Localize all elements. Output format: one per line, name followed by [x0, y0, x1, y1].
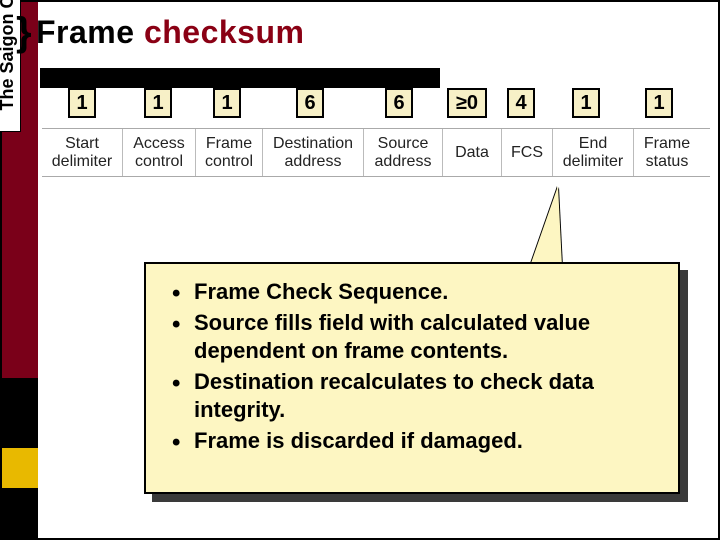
callout-box: Frame Check Sequence.Source fills field … [144, 262, 680, 494]
field-label-cell: End delimiter [557, 129, 629, 176]
column-divider [262, 129, 263, 176]
field-size-cell: 1 [144, 88, 172, 118]
field-size-cell: 1 [572, 88, 600, 118]
frame-field-diagram: 1 1 1 6 6 ≥0 4 1 1 Start delimiterAccess control… [42, 88, 710, 177]
field-label-cell: FCS [506, 129, 548, 176]
label-row: Start delimiterAccess controlFrame contr… [42, 128, 710, 177]
slide: The Saigon CTT } Frame checksum 11166≥04… [0, 0, 720, 540]
field-label-cell: Destination address [267, 129, 359, 176]
column-divider [442, 129, 443, 176]
column-divider [552, 129, 553, 176]
page-title: Frame checksum [36, 14, 304, 51]
title-text: Frame checksum [36, 14, 304, 50]
callout-item: Frame is discarded if damaged. [168, 427, 658, 456]
field-size-cell: 4 [507, 88, 535, 118]
field-size-cell: 1 [68, 88, 96, 118]
size-row: 1 1 1 6 6 ≥0 4 1 1 [42, 88, 710, 118]
callout-item: Frame Check Sequence. [168, 278, 658, 307]
field-label-cell: Source address [368, 129, 438, 176]
brace-icon: } [16, 10, 32, 55]
header-underline [40, 68, 440, 88]
column-divider [363, 129, 364, 176]
callout-list: Frame Check Sequence.Source fills field … [168, 278, 658, 456]
field-label-cell: Frame status [638, 129, 696, 176]
field-label-cell: Frame control [200, 129, 258, 176]
field-size-cell: 6 [385, 88, 413, 118]
column-divider [195, 129, 196, 176]
callout-item: Source fills field with calculated value… [168, 309, 658, 366]
field-size-cell: ≥0 [447, 88, 487, 118]
field-size-cell: 1 [645, 88, 673, 118]
callout-pointer-icon [530, 186, 562, 266]
column-divider [501, 129, 502, 176]
column-divider [122, 129, 123, 176]
column-divider [633, 129, 634, 176]
field-size-cell: 1 [213, 88, 241, 118]
field-label-cell: Start delimiter [46, 129, 118, 176]
field-label-cell: Access control [127, 129, 191, 176]
callout-item: Destination recalculates to check data i… [168, 368, 658, 425]
field-size-cell: 6 [296, 88, 324, 118]
field-label-cell: Data [447, 129, 497, 176]
